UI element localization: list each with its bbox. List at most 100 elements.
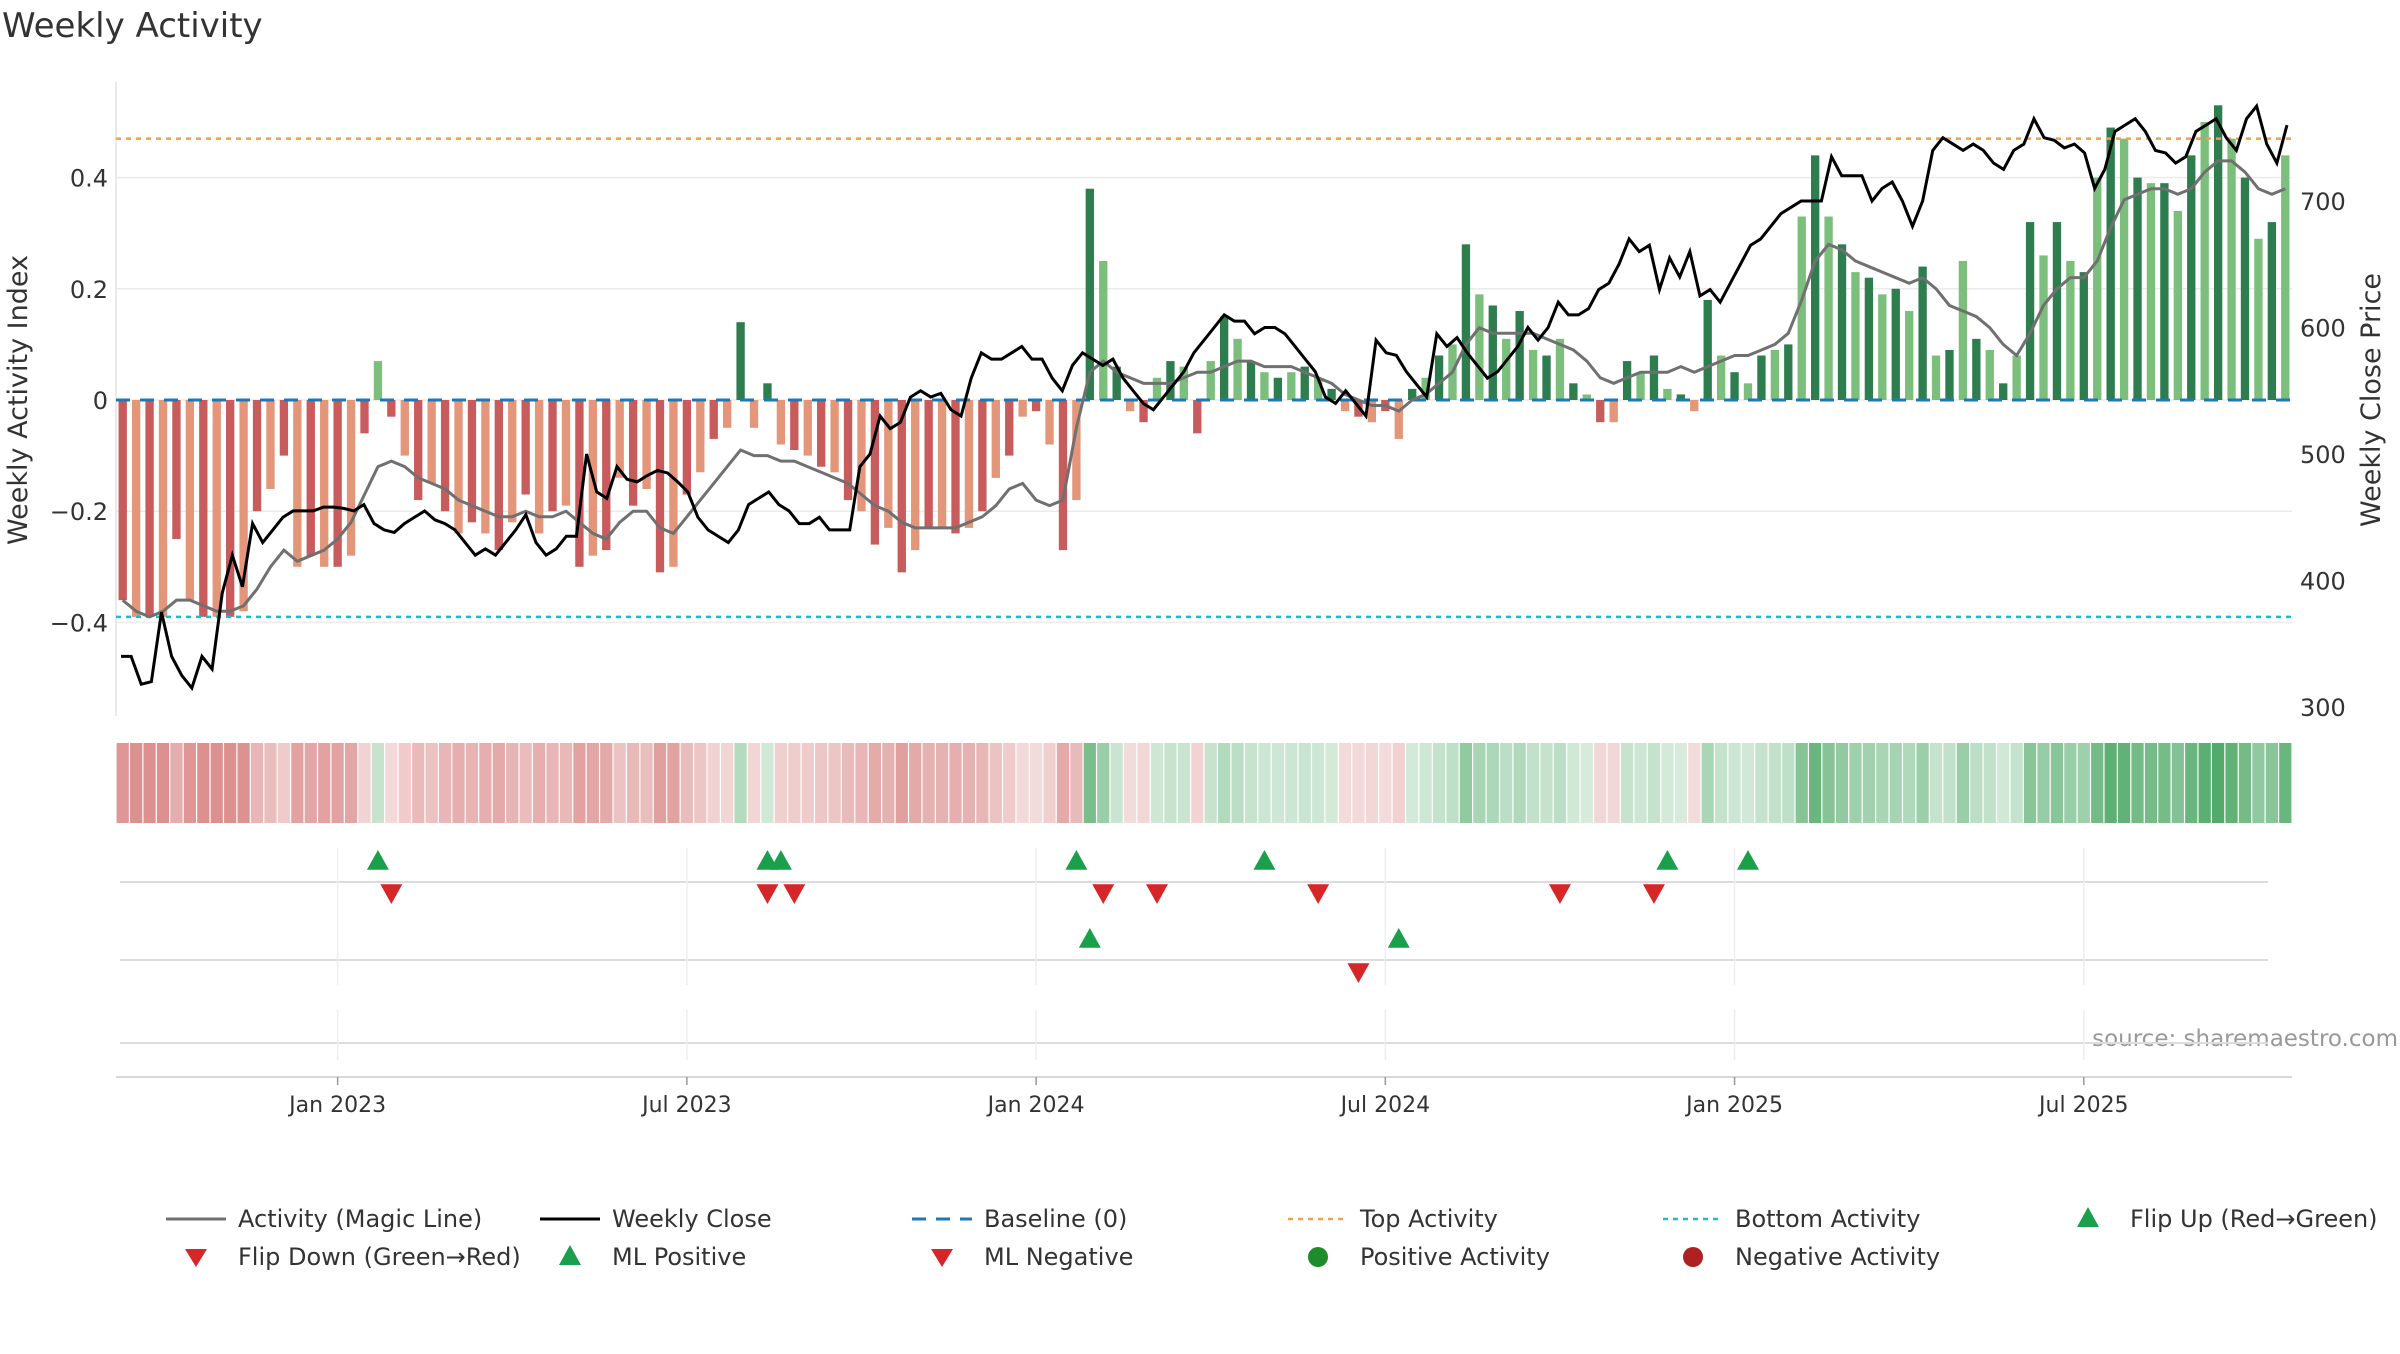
heat-cell (882, 743, 895, 823)
activity-bar (306, 400, 315, 556)
heat-cell (1244, 743, 1258, 823)
heat-cell (2238, 743, 2252, 823)
activity-bar (1219, 316, 1229, 400)
activity-bar (1757, 355, 1766, 400)
activity-bar (776, 400, 786, 445)
activity-bar (1542, 355, 1551, 400)
legend-label: Flip Down (Green→Red) (238, 1243, 521, 1271)
activity-bar (2213, 105, 2223, 400)
activity-bar (1085, 188, 1094, 400)
heat-cell (1782, 743, 1795, 823)
activity-bar (158, 400, 168, 617)
heat-cell (237, 743, 250, 823)
heat-cell (1137, 743, 1150, 823)
activity-bar (1031, 400, 1041, 412)
activity-bar (534, 400, 544, 534)
heat-cell (318, 743, 331, 823)
heat-cell (1956, 743, 1970, 823)
heat-cell (1862, 743, 1876, 823)
activity-bar (145, 400, 154, 617)
activity-bar (1985, 349, 1994, 400)
activity-bar (1327, 388, 1336, 400)
heat-cell (1164, 743, 1177, 823)
activity-bar (1434, 355, 1444, 400)
heat-cell (1728, 743, 1741, 823)
activity-bar (1408, 388, 1417, 400)
y2-tick-label: 700 (2300, 188, 2346, 216)
heat-cell (2064, 743, 2077, 823)
heat-cell (600, 743, 613, 823)
activity-bar (1797, 216, 1806, 400)
activity-bar (1287, 372, 1296, 400)
activity-bar (2173, 210, 2182, 400)
x-tick-label: Jan 2025 (1684, 1093, 1783, 1118)
heat-cell (1473, 743, 1486, 823)
heat-cell (1298, 743, 1311, 823)
activity-bar (1569, 383, 1578, 400)
heat-cell (1715, 743, 1728, 823)
activity-bar (1878, 294, 1887, 400)
activity-bar (790, 400, 799, 451)
heat-cell (2158, 743, 2171, 823)
activity-bar (239, 400, 248, 612)
heat-cell (1258, 743, 1271, 823)
heat-cell (1459, 743, 1473, 823)
flip-down-marker (783, 884, 806, 904)
heat-cell (1755, 743, 1768, 823)
heat-cell (1580, 743, 1593, 823)
legend-item-weekly-close: Weekly Close (540, 1205, 772, 1233)
activity-bar (212, 400, 221, 617)
x-tick-label: Jan 2024 (986, 1093, 1085, 1118)
activity-bar (2133, 177, 2142, 400)
heat-cell (170, 743, 183, 823)
activity-bar (293, 400, 302, 567)
legend-label: Top Activity (1359, 1205, 1498, 1233)
heat-cell (734, 743, 747, 823)
heat-cell (1647, 743, 1661, 823)
activity-bar (1072, 400, 1081, 501)
activity-bar (2281, 155, 2290, 400)
heat-cell (788, 743, 801, 823)
activity-bar (978, 400, 987, 512)
heat-cell (1795, 743, 1808, 823)
activity-bar (951, 400, 960, 534)
activity-bar (2052, 222, 2062, 400)
activity-bar (400, 400, 409, 456)
heat-cell (653, 743, 667, 823)
heat-cell (1768, 743, 1781, 823)
heat-cell (761, 743, 774, 823)
legend-item-magic-line: Activity (Magic Line) (166, 1205, 482, 1233)
heat-cell (1876, 743, 1889, 823)
activity-bar (2119, 138, 2129, 400)
heat-cell (304, 743, 317, 823)
heat-cell (130, 743, 143, 823)
activity-bar (1972, 338, 1981, 400)
activity-bar (1273, 377, 1283, 400)
heat-cell (1016, 743, 1029, 823)
heat-cell (909, 743, 922, 823)
heat-cell (2279, 743, 2292, 823)
heat-cell (1379, 743, 1392, 823)
heat-cell (1688, 743, 1701, 823)
heat-cell (1029, 743, 1043, 823)
legend-item-flip-up: Flip Up (Red→Green) (2077, 1205, 2378, 1233)
activity-bar (508, 400, 517, 523)
heat-cell (277, 743, 291, 823)
legend-label: Flip Up (Red→Green) (2130, 1205, 2378, 1233)
flip-down-marker (1642, 884, 1665, 904)
heat-cell (2104, 743, 2117, 823)
activity-bar (1582, 394, 1591, 400)
activity-bar (2039, 255, 2048, 400)
activity-bar (1837, 244, 1847, 400)
heat-cell (143, 743, 156, 823)
heat-cell (801, 743, 814, 823)
activity-bar (1300, 366, 1309, 400)
activity-bar (1394, 400, 1403, 439)
heat-cell (1325, 743, 1338, 823)
heat-cell (452, 743, 465, 823)
heat-cell (627, 743, 640, 823)
heat-cell (1916, 743, 1929, 823)
heat-cell (828, 743, 841, 823)
activity-bar (1743, 383, 1753, 400)
